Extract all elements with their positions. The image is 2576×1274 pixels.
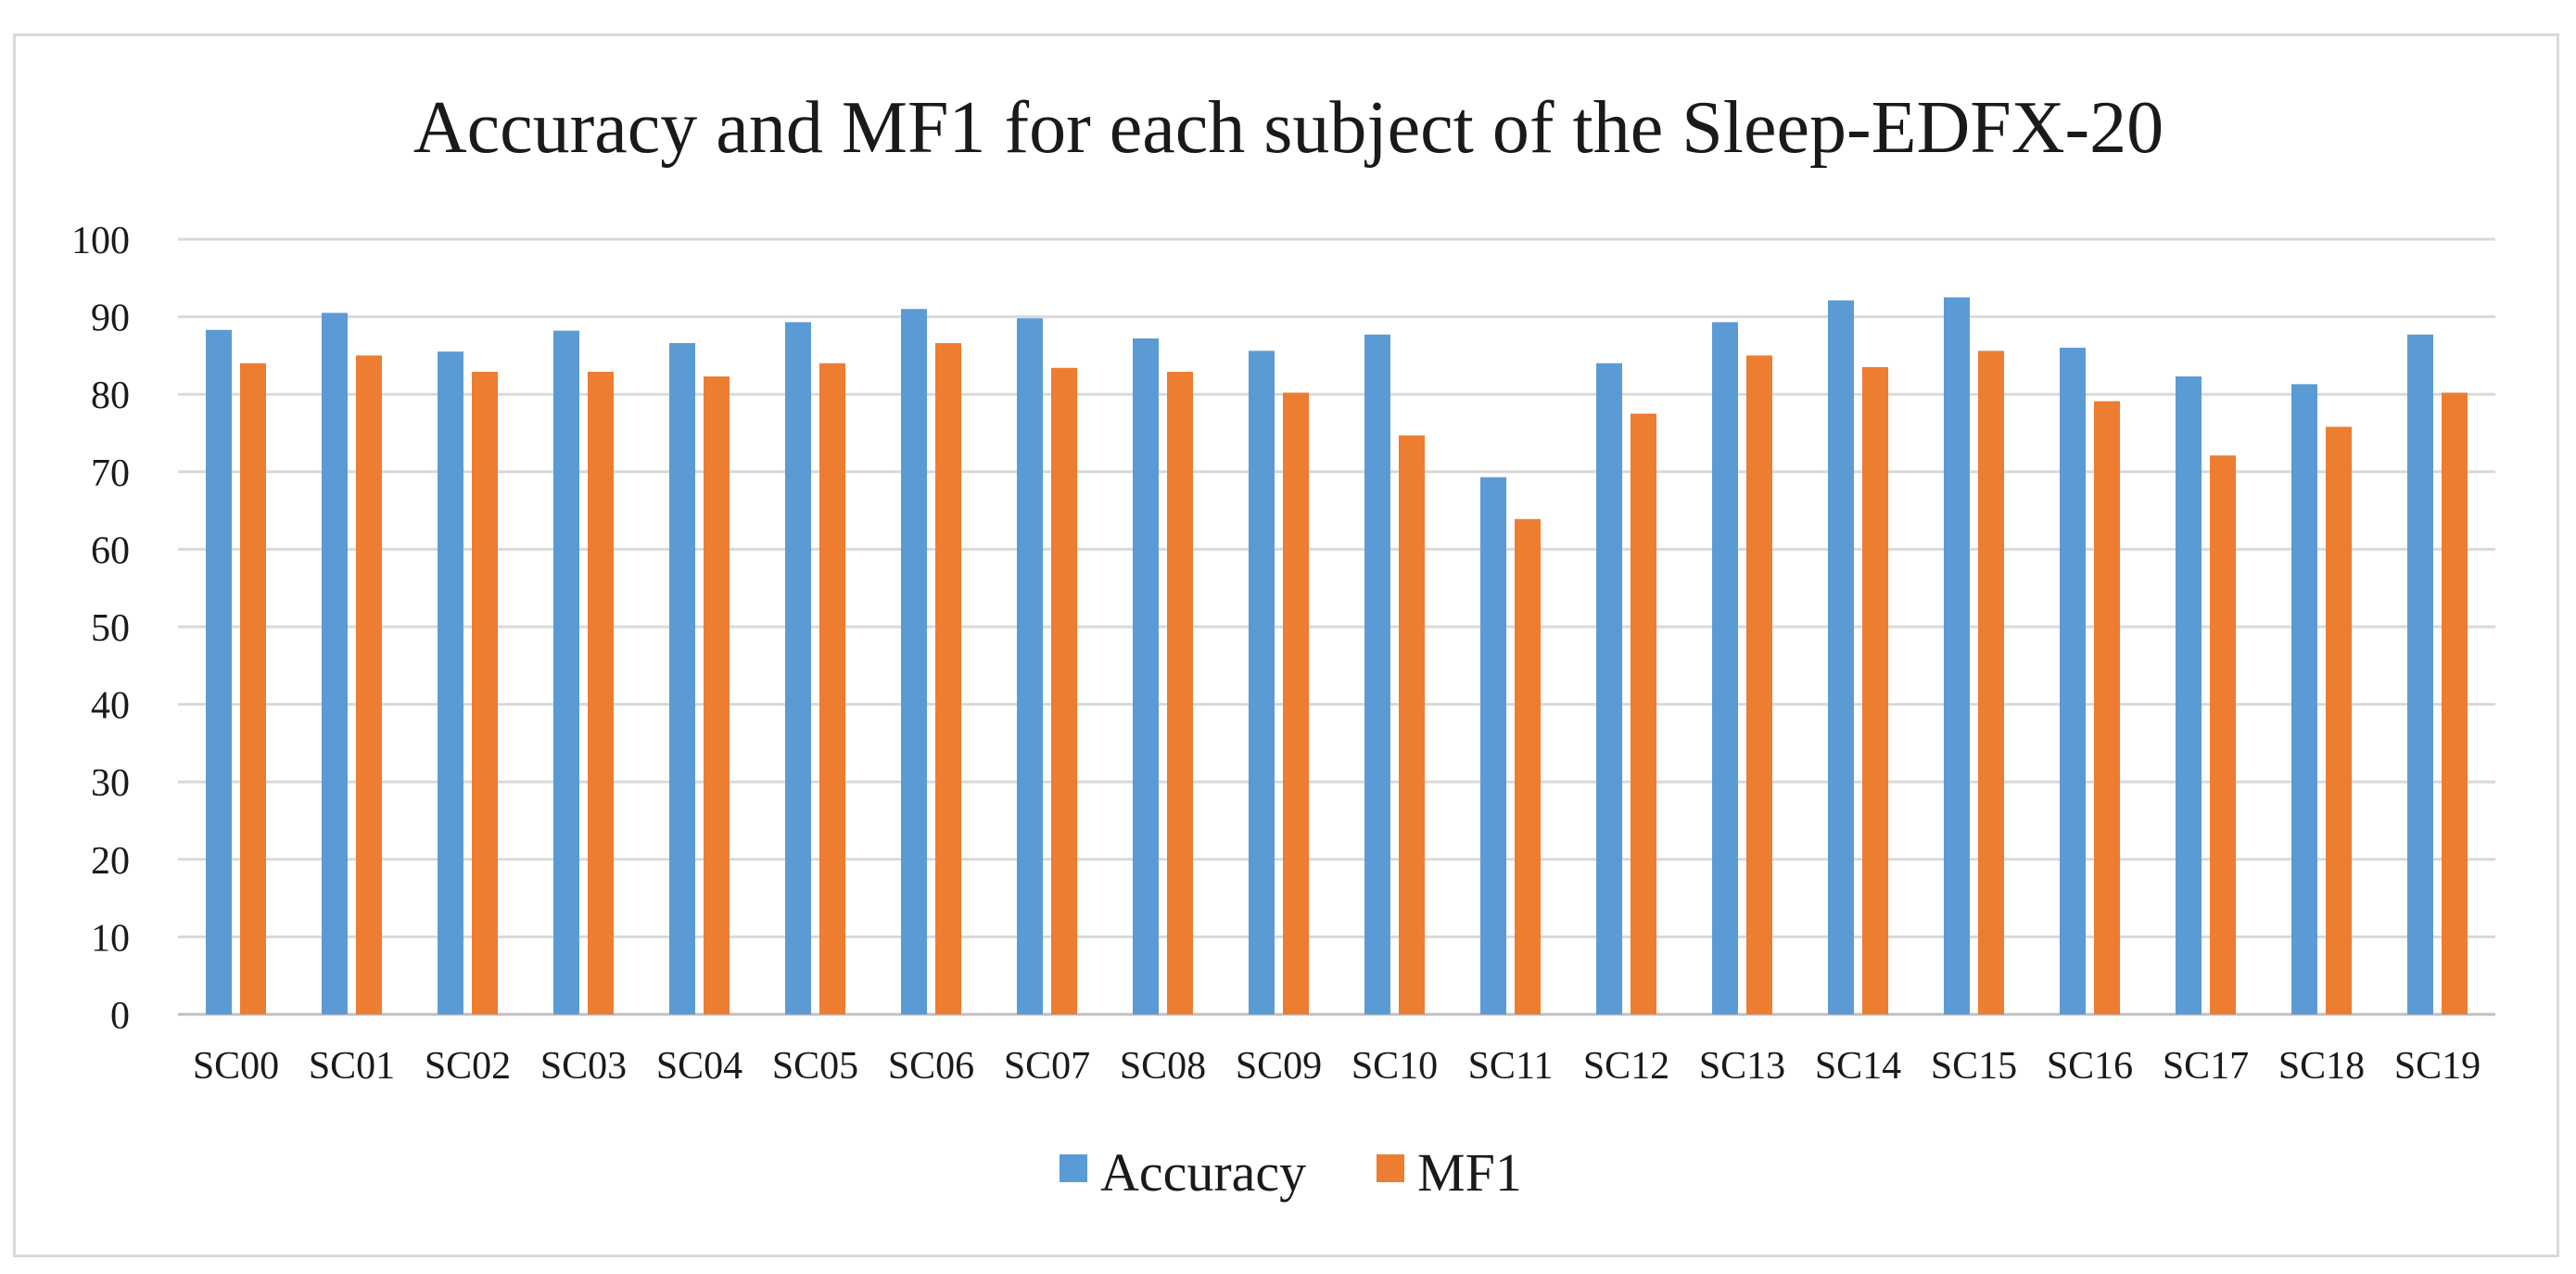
y-tick-label: 80: [91, 375, 130, 417]
x-tick-label: SC06: [888, 1045, 974, 1088]
x-tick-label: SC05: [772, 1045, 858, 1088]
bar-accuracy-sc13: [1712, 322, 1738, 1014]
legend-label-accuracy: Accuracy: [1100, 1142, 1306, 1203]
legend-label-mf1: MF1: [1417, 1142, 1522, 1203]
chart-title: Accuracy and MF1 for each subject of the…: [413, 87, 2164, 169]
bar-accuracy-sc01: [322, 312, 348, 1014]
y-tick-label: 30: [91, 762, 130, 805]
bar-mf1-sc00: [240, 363, 266, 1014]
legend-swatch-accuracy: [1060, 1154, 1087, 1182]
bar-mf1-sc15: [1978, 350, 2004, 1014]
bar-accuracy-sc18: [2291, 384, 2317, 1014]
x-tick-label: SC08: [1120, 1045, 1206, 1088]
bar-mf1-sc06: [935, 343, 961, 1014]
y-tick-label: 60: [91, 529, 130, 572]
x-tick-label: SC17: [2163, 1045, 2249, 1088]
x-tick-label: SC11: [1468, 1045, 1554, 1088]
y-axis-ticks: 0 10 20 30 40 50 60 70 80 90 100: [71, 220, 130, 1038]
x-tick-label: SC14: [1815, 1045, 1901, 1088]
bar-accuracy-sc11: [1480, 477, 1506, 1014]
bar-accuracy-sc15: [1944, 297, 1970, 1014]
y-tick-label: 70: [91, 452, 130, 495]
x-tick-label: SC12: [1583, 1045, 1669, 1088]
bar-accuracy-sc06: [901, 309, 927, 1014]
bar-mf1-sc02: [472, 371, 498, 1014]
legend: Accuracy MF1: [1060, 1142, 1522, 1203]
x-tick-label: SC00: [193, 1045, 279, 1088]
x-tick-label: SC03: [540, 1045, 627, 1088]
y-tick-label: 100: [71, 220, 130, 262]
y-tick-label: 0: [110, 995, 130, 1038]
bar-mf1-sc17: [2210, 455, 2236, 1014]
bar-accuracy-sc09: [1249, 350, 1275, 1014]
bar-mf1-sc03: [588, 371, 614, 1014]
bars: [206, 297, 2468, 1015]
x-tick-label: SC15: [1931, 1045, 2017, 1088]
x-tick-label: SC09: [1236, 1045, 1322, 1088]
x-tick-label: SC01: [309, 1045, 395, 1088]
bar-accuracy-sc02: [438, 351, 463, 1015]
bar-mf1-sc19: [2442, 392, 2468, 1014]
x-tick-label: SC02: [425, 1045, 511, 1088]
gridlines: [178, 237, 2495, 1016]
y-tick-label: 10: [91, 917, 130, 960]
bar-accuracy-sc16: [2060, 348, 2086, 1014]
y-tick-label: 40: [91, 685, 130, 728]
x-tick-label: SC04: [656, 1045, 742, 1088]
bar-mf1-sc18: [2326, 427, 2352, 1014]
x-tick-label: SC10: [1351, 1045, 1438, 1088]
bar-mf1-sc10: [1399, 435, 1425, 1014]
bar-accuracy-sc08: [1133, 338, 1159, 1014]
bar-mf1-sc13: [1746, 355, 1772, 1014]
x-tick-label: SC19: [2394, 1045, 2481, 1088]
x-tick-label: SC18: [2278, 1045, 2365, 1088]
bar-accuracy-sc17: [2176, 376, 2202, 1014]
bar-accuracy-sc04: [669, 343, 695, 1014]
x-tick-label: SC13: [1699, 1045, 1785, 1088]
x-axis-ticks: SC00 SC01 SC02 SC03 SC04 SC05 SC06 SC07 SC08 SC09…: [193, 1045, 2481, 1088]
bar-mf1-sc12: [1631, 414, 1656, 1015]
bar-mf1-sc11: [1515, 518, 1541, 1014]
bar-accuracy-sc10: [1364, 334, 1390, 1014]
x-tick-label: SC07: [1004, 1045, 1090, 1088]
bar-accuracy-sc00: [206, 329, 232, 1014]
bar-accuracy-sc19: [2407, 334, 2433, 1014]
bar-accuracy-sc12: [1596, 363, 1622, 1014]
bar-mf1-sc01: [356, 355, 382, 1014]
bar-accuracy-sc05: [785, 322, 811, 1014]
y-tick-label: 50: [91, 607, 130, 650]
bar-mf1-sc08: [1167, 371, 1193, 1014]
bar-accuracy-sc03: [553, 330, 579, 1014]
bar-mf1-sc09: [1283, 392, 1309, 1014]
bar-mf1-sc07: [1051, 367, 1077, 1014]
y-tick-label: 20: [91, 840, 130, 883]
legend-swatch-mf1: [1377, 1154, 1404, 1182]
bar-mf1-sc05: [819, 363, 845, 1014]
bar-accuracy-sc14: [1828, 300, 1854, 1014]
bar-mf1-sc14: [1862, 366, 1888, 1014]
y-tick-label: 90: [91, 298, 130, 340]
bar-mf1-sc16: [2094, 401, 2120, 1014]
bar-mf1-sc04: [704, 376, 730, 1014]
bar-accuracy-sc07: [1017, 318, 1043, 1015]
x-tick-label: SC16: [2047, 1045, 2133, 1088]
